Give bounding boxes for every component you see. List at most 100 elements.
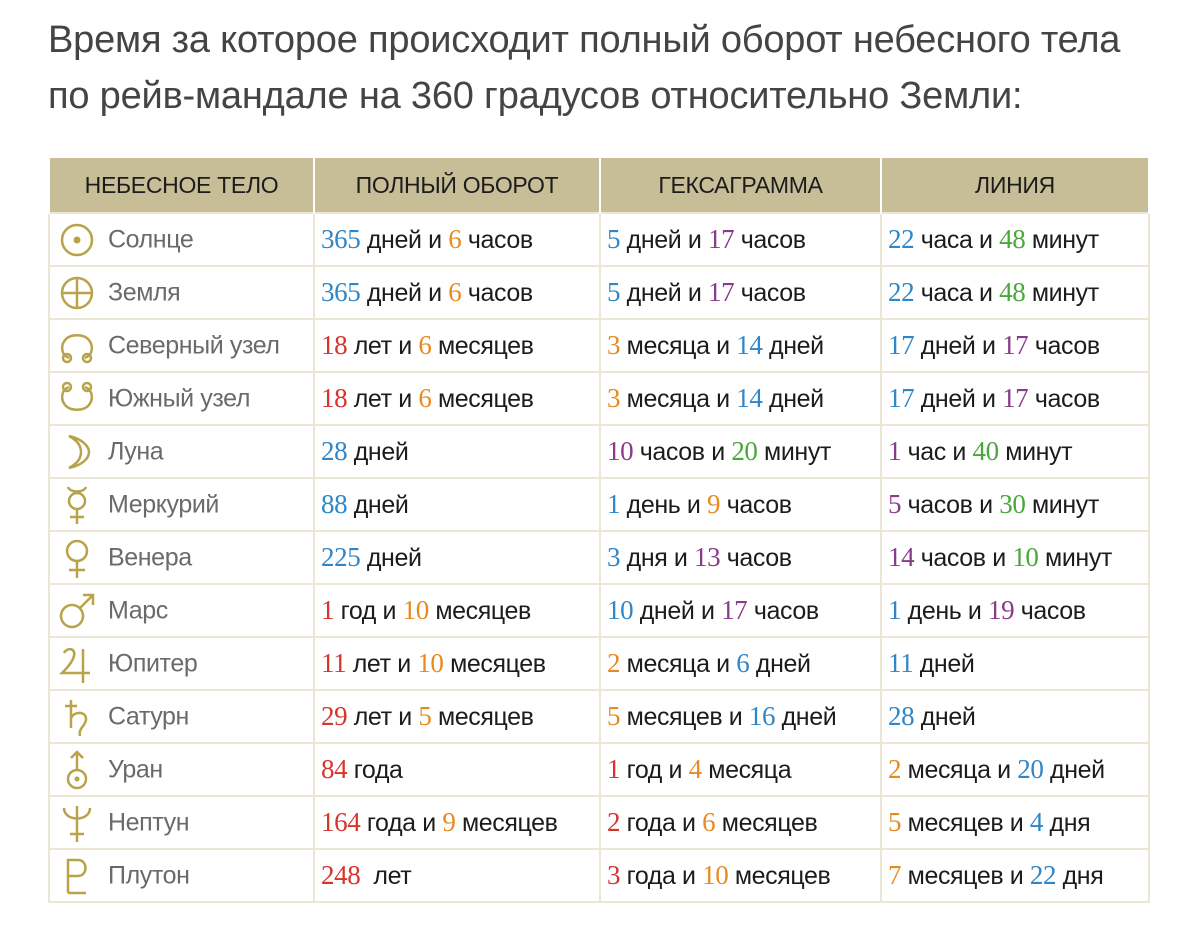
duration-unit-text: лет <box>360 862 412 890</box>
duration-number: 88 <box>321 489 348 519</box>
table-header-row: НЕБЕСНОЕ ТЕЛО ПОЛНЫЙ ОБОРОТ ГЕКСАГРАММА … <box>48 158 1150 213</box>
line-cell: 2 месяца и 20 дней <box>880 742 1150 797</box>
sun-symbol-icon <box>56 219 98 261</box>
duration-number: 9 <box>707 489 721 519</box>
celestial-body-cell: Луна <box>48 424 315 479</box>
duration-number: 19 <box>988 595 1015 625</box>
duration-number: 20 <box>731 436 758 466</box>
duration-number: 6 <box>736 648 750 678</box>
duration-unit-text: месяцев <box>431 332 534 360</box>
duration-number: 48 <box>999 277 1026 307</box>
south-node-symbol-icon <box>56 378 98 420</box>
full-rotation-cell: 84 года <box>313 742 601 797</box>
celestial-body-cell: Солнце <box>48 212 315 267</box>
duration-number: 5 <box>607 224 621 254</box>
duration-number: 14 <box>888 542 915 572</box>
duration-unit-text: месяцев <box>431 385 534 413</box>
jupiter-symbol-icon <box>56 643 98 685</box>
table-row: Солнце 365 дней и 6 часов 5 дней и 17 часо… <box>48 212 1150 267</box>
duration-number: 5 <box>888 489 902 519</box>
duration-number: 2 <box>607 807 621 837</box>
celestial-body-cell: Меркурий <box>48 477 315 532</box>
duration-unit-text: года и <box>620 862 703 890</box>
table-row: Венера 225 дней 3 дня и 13 часов 14 часов и… <box>48 530 1150 585</box>
duration-number: 1 <box>607 754 621 784</box>
table-row: Южный узел 18 лет и 6 месяцев 3 месяца и 1… <box>48 371 1150 426</box>
duration-number: 16 <box>748 701 776 731</box>
full-rotation-cell: 29 лет и 5 месяцев <box>313 689 601 744</box>
duration-unit-text: дней <box>360 544 422 572</box>
duration-number: 6 <box>418 383 432 413</box>
duration-unit-text: часов <box>734 279 806 307</box>
duration-unit-text: дня <box>1056 862 1104 890</box>
duration-number: 40 <box>972 436 1000 466</box>
duration-unit-text: часов и <box>901 491 1000 519</box>
duration-unit-text: минут <box>1025 226 1099 254</box>
duration-unit-text: часов и <box>914 544 1013 572</box>
hexagram-cell: 5 дней и 17 часов <box>599 265 882 320</box>
hexagram-cell: 2 года и 6 месяцев <box>599 795 882 850</box>
celestial-body-name: Меркурий <box>108 490 219 518</box>
duration-number: 17 <box>721 595 748 625</box>
duration-number: 7 <box>888 860 902 890</box>
duration-unit-text: дней <box>762 332 824 360</box>
table-row: Луна 28 дней 10 часов и 20 минут 1 час и 40… <box>48 424 1150 479</box>
table-body: Солнце 365 дней и 6 часов 5 дней и 17 часо… <box>48 212 1150 903</box>
header-celestial-body: НЕБЕСНОЕ ТЕЛО <box>48 158 315 213</box>
full-rotation-cell: 225 дней <box>313 530 601 585</box>
duration-number: 248 <box>321 860 361 890</box>
duration-number: 17 <box>707 224 735 254</box>
duration-unit-text: часов <box>461 226 533 254</box>
celestial-body-cell: Сатурн <box>48 689 315 744</box>
duration-unit-text: дней <box>749 650 811 678</box>
line-cell: 1 час и 40 минут <box>880 424 1150 479</box>
duration-number: 1 <box>888 436 902 466</box>
duration-number: 22 <box>888 224 915 254</box>
duration-number: 2 <box>888 754 902 784</box>
duration-number: 11 <box>321 648 347 678</box>
duration-unit-text: месяца <box>701 756 792 784</box>
full-rotation-cell: 248 лет <box>313 848 601 903</box>
duration-unit-text: дня <box>1042 809 1091 837</box>
duration-number: 2 <box>607 648 621 678</box>
duration-unit-text: часов <box>734 226 806 254</box>
duration-number: 22 <box>888 277 915 307</box>
uranus-symbol-icon <box>56 749 98 791</box>
duration-unit-text: дней и <box>914 385 1003 413</box>
full-rotation-cell: 28 дней <box>313 424 601 479</box>
celestial-body-name: Уран <box>108 755 163 783</box>
duration-unit-text: лет и <box>347 703 419 731</box>
duration-number: 10 <box>702 860 729 890</box>
duration-number: 84 <box>321 754 348 784</box>
hexagram-cell: 1 год и 4 месяца <box>599 742 882 797</box>
duration-unit-text: месяцев <box>455 809 558 837</box>
duration-number: 365 <box>321 277 361 307</box>
duration-unit-text: год и <box>334 597 403 625</box>
duration-unit-text: дней <box>1043 756 1105 784</box>
duration-unit-text: лет и <box>347 385 419 413</box>
full-rotation-cell: 365 дней и 6 часов <box>313 265 601 320</box>
duration-unit-text: лет и <box>346 650 418 678</box>
duration-number: 13 <box>694 542 721 572</box>
duration-unit-text: месяца и <box>620 385 737 413</box>
hexagram-cell: 3 дня и 13 часов <box>599 530 882 585</box>
header-hexagram: ГЕКСАГРАММА <box>599 158 882 213</box>
duration-number: 4 <box>1029 807 1044 837</box>
line-cell: 1 день и 19 часов <box>880 583 1150 638</box>
table-row: Сатурн 29 лет и 5 месяцев 5 месяцев и 16 д… <box>48 689 1150 744</box>
duration-number: 48 <box>999 224 1026 254</box>
duration-number: 4 <box>688 754 703 784</box>
hexagram-cell: 3 года и 10 месяцев <box>599 848 882 903</box>
table-row: Уран 84 года 1 год и 4 месяца 2 месяца и 20… <box>48 742 1150 797</box>
duration-unit-text: дней <box>914 703 976 731</box>
duration-unit-text: минут <box>757 438 831 466</box>
duration-number: 17 <box>1002 330 1029 360</box>
full-rotation-cell: 18 лет и 6 месяцев <box>313 318 601 373</box>
full-rotation-cell: 11 лет и 10 месяцев <box>313 636 601 691</box>
duration-number: 5 <box>607 277 621 307</box>
celestial-body-cell: Северный узел <box>48 318 315 373</box>
hexagram-cell: 2 месяца и 6 дней <box>599 636 882 691</box>
duration-unit-text: дней и <box>360 226 449 254</box>
celestial-body-name: Юпитер <box>108 649 198 677</box>
celestial-body-name: Луна <box>108 437 164 465</box>
